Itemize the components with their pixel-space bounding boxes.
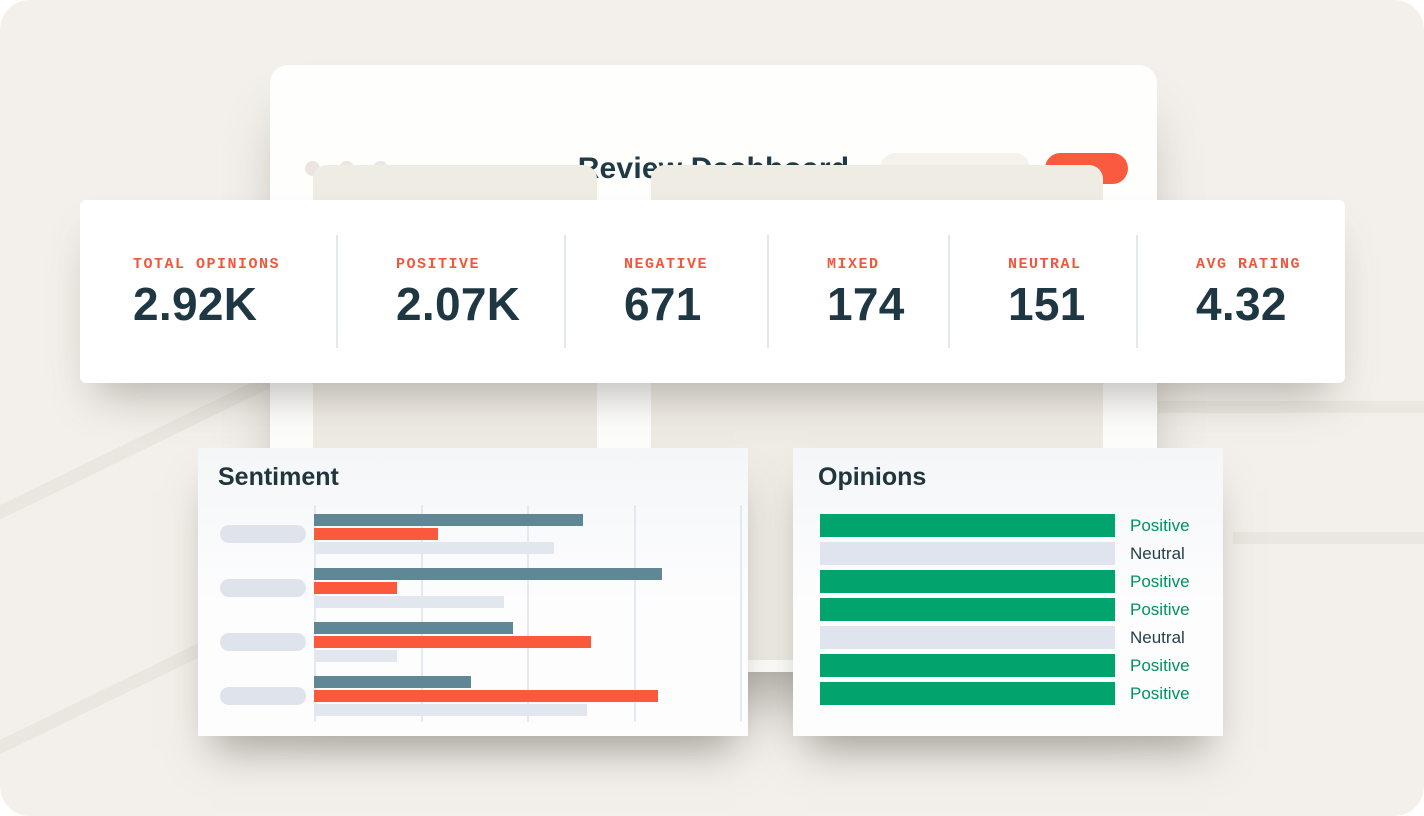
bar-negative — [314, 582, 397, 594]
opinion-row: Positive — [820, 654, 1190, 677]
sentiment-chart — [218, 505, 742, 726]
opinion-bar — [820, 626, 1115, 649]
stat-value: 2.92K — [133, 278, 258, 330]
decor-trace-line — [1158, 401, 1424, 413]
opinion-bar — [820, 598, 1115, 621]
category-label-pill — [220, 687, 306, 705]
stat-cell: AVG RATING 4.32 — [1136, 200, 1345, 383]
stat-cell: TOTAL OPINIONS 2.92K — [80, 200, 336, 383]
opinion-bar — [820, 654, 1115, 677]
sentiment-group — [218, 676, 728, 716]
stat-value: 671 — [624, 278, 702, 330]
bar-primary — [314, 676, 472, 688]
card-title: Sentiment — [218, 463, 339, 491]
category-label-pill — [220, 579, 306, 597]
bar-negative — [314, 636, 592, 648]
opinion-row: Positive — [820, 514, 1190, 537]
bar-primary — [314, 622, 513, 634]
opinion-row: Positive — [820, 682, 1190, 705]
stat-value: 4.32 — [1196, 278, 1287, 330]
stat-label: TOTAL OPINIONS — [133, 256, 281, 273]
card-title: Opinions — [818, 463, 927, 491]
gridline — [740, 505, 742, 722]
bar-negative — [314, 690, 658, 702]
gridline — [314, 505, 316, 722]
opinion-label: Positive — [1130, 516, 1190, 535]
sentiment-group — [218, 568, 728, 608]
stat-label: POSITIVE — [396, 256, 481, 273]
opinion-bar — [820, 682, 1115, 705]
sentiment-bars — [314, 568, 728, 608]
category-label-pill — [220, 633, 306, 651]
opinion-label: Positive — [1130, 656, 1190, 675]
opinion-label: Neutral — [1130, 628, 1185, 647]
stat-value: 151 — [1008, 278, 1086, 330]
stat-cell: POSITIVE 2.07K — [336, 200, 564, 383]
sentiment-card: Sentiment — [198, 448, 748, 736]
stat-cell: MIXED 174 — [767, 200, 948, 383]
stat-value: 174 — [827, 278, 905, 330]
stats-bar: TOTAL OPINIONS 2.92K POSITIVE 2.07K NEGATIVE… — [80, 200, 1345, 383]
opinion-label: Positive — [1130, 572, 1190, 591]
stat-value: 2.07K — [396, 278, 521, 330]
opinion-row: Neutral — [820, 626, 1190, 649]
stat-cell: NEGATIVE 671 — [564, 200, 767, 383]
sentiment-chart-rows — [218, 514, 728, 716]
bar-muted — [314, 542, 555, 554]
opinion-label: Positive — [1130, 684, 1190, 703]
opinion-bar — [820, 542, 1115, 565]
gridline — [527, 505, 529, 722]
bar-primary — [314, 568, 662, 580]
opinion-row: Neutral — [820, 542, 1190, 565]
bar-primary — [314, 514, 584, 526]
bar-negative — [314, 528, 439, 540]
sentiment-group — [218, 514, 728, 554]
sentiment-bars — [314, 622, 728, 662]
stat-cell: NEUTRAL 151 — [948, 200, 1136, 383]
opinion-bar — [820, 514, 1115, 537]
opinion-label: Positive — [1130, 600, 1190, 619]
sentiment-group — [218, 622, 728, 662]
bar-muted — [314, 704, 588, 716]
stat-label: NEGATIVE — [624, 256, 709, 273]
stat-label: NEUTRAL — [1008, 256, 1082, 273]
opinion-bar — [820, 570, 1115, 593]
decor-trace-line — [1233, 532, 1424, 544]
opinions-card: Opinions Positive Neutral Positive Positive… — [793, 448, 1223, 736]
sentiment-bars — [314, 676, 728, 716]
stat-label: AVG RATING — [1196, 256, 1302, 273]
category-label-pill — [220, 525, 306, 543]
gridline — [633, 505, 636, 722]
opinion-row: Positive — [820, 570, 1190, 593]
sentiment-bars — [314, 514, 728, 554]
gridline — [420, 505, 423, 722]
opinions-rows: Positive Neutral Positive Positive Neutral Po… — [820, 514, 1190, 710]
sentiment-gridlines — [314, 505, 742, 722]
opinion-label: Neutral — [1130, 544, 1185, 563]
bar-muted — [314, 596, 505, 608]
bar-muted — [314, 650, 397, 662]
stat-label: MIXED — [827, 256, 880, 273]
opinion-row: Positive — [820, 598, 1190, 621]
